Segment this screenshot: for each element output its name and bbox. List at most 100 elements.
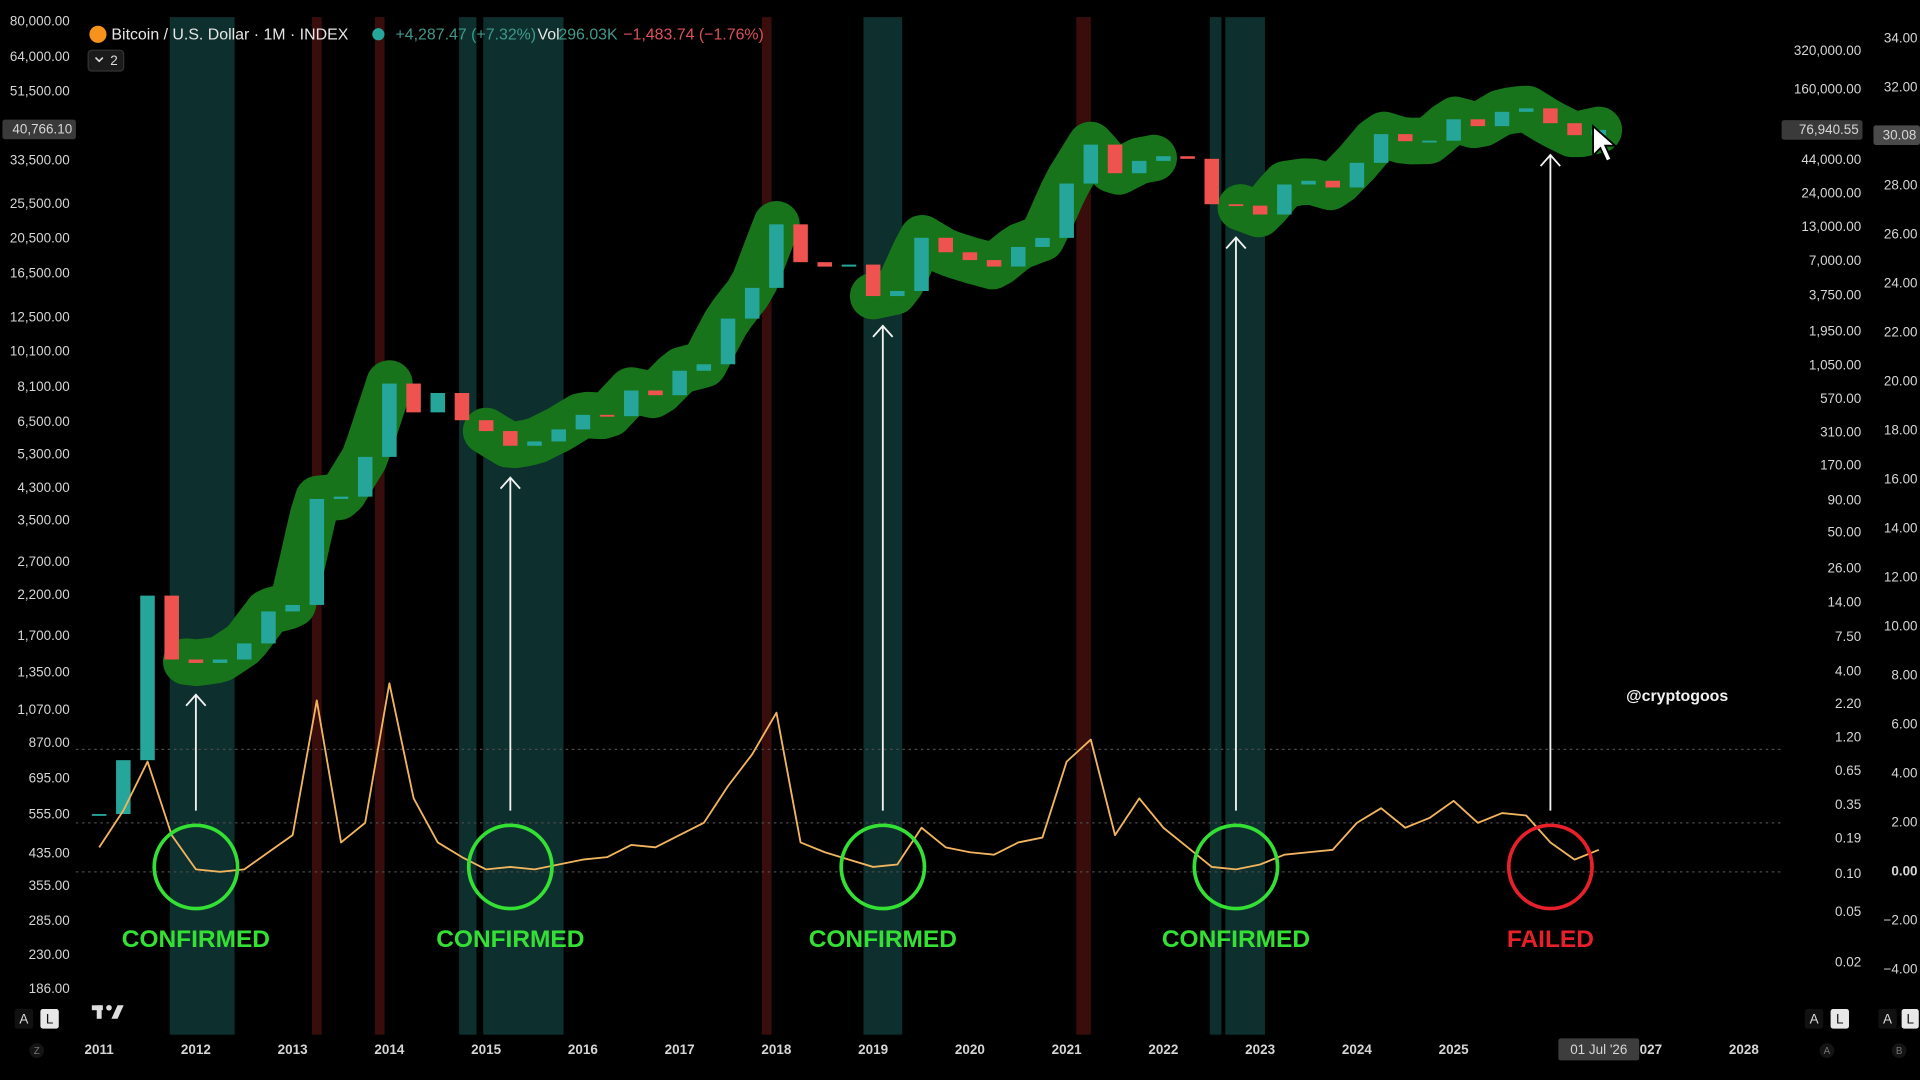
crosshair-label: 01 Jul '26 [1570, 1042, 1627, 1057]
y3-tick-label: 12.00 [1884, 570, 1918, 585]
candle [841, 264, 857, 267]
y3-tick-label: 16.00 [1884, 472, 1918, 487]
button[interactable] [14, 1008, 34, 1029]
y2-tick-label: 14.00 [1828, 595, 1862, 610]
y2-tick-label: 310.00 [1820, 424, 1861, 439]
candle [1422, 140, 1437, 143]
arrow-head [185, 693, 207, 707]
corner-button[interactable] [1819, 1043, 1835, 1058]
candle [1083, 144, 1099, 184]
candle [1373, 134, 1389, 163]
y-tick-label: 16,500.00 [10, 265, 70, 280]
y2-tick-label: 50.00 [1828, 525, 1862, 540]
candle [914, 237, 929, 291]
indicator-toggle[interactable] [87, 49, 125, 72]
candle [406, 383, 421, 413]
candle [865, 264, 881, 297]
y3-tick-label: 2.00 [1891, 814, 1917, 829]
candle [672, 370, 687, 396]
signal-zone [1209, 17, 1222, 1035]
button[interactable] [1901, 1008, 1919, 1029]
button-label: A [1810, 1012, 1819, 1027]
corner-button[interactable] [1891, 1043, 1907, 1058]
x-tick-label: 2015 [471, 1042, 501, 1057]
tv-logo [91, 1004, 124, 1019]
plot [91, 108, 1607, 873]
y3-tick-label: −2.00 [1884, 912, 1918, 927]
candle [720, 318, 736, 365]
x-tick-label: 2012 [181, 1042, 211, 1057]
y2-tick-label: 7.50 [1835, 629, 1861, 644]
highlight-stroke [1217, 85, 1623, 238]
y-tick-label: 870.00 [29, 735, 70, 750]
y3-tick-label: 14.00 [1884, 521, 1918, 536]
signal-zone [169, 17, 235, 1035]
annotation-circle [1192, 823, 1280, 911]
axes: 80,000.00 64,000.00 51,500.00 33,500.00 25,5… [10, 13, 1918, 1057]
y2-tick-label: 0.19 [1835, 831, 1861, 846]
button-label: A [1883, 1012, 1892, 1027]
y3-tick-label: 22.00 [1884, 325, 1918, 340]
x-tick-label: 2016 [568, 1042, 598, 1057]
y-tick-label: 1,700.00 [17, 628, 69, 643]
button[interactable] [1804, 1008, 1824, 1029]
y-tick-label: 33,500.00 [10, 152, 70, 167]
annotations: CONFIRMED CONFIRMED CONFIRMED CONFIRMED FAIL… [122, 153, 1594, 953]
y2-tick-label: 0.10 [1835, 866, 1861, 881]
oscillator-line [98, 682, 1600, 873]
candle [454, 393, 470, 421]
x-tick-label: 2028 [1729, 1042, 1759, 1057]
y-tick-label: 4,300.00 [17, 480, 69, 495]
y-tick-label: 230.00 [29, 947, 70, 962]
y-tick-label: 80,000.00 [10, 13, 70, 28]
candle [478, 420, 494, 432]
y2-tick-label: 570.00 [1820, 391, 1861, 406]
x-tick-label: 2023 [1245, 1042, 1275, 1057]
candle [1470, 119, 1486, 127]
logo-part [96, 1005, 102, 1019]
last-value-box [2, 119, 76, 140]
candle [116, 760, 131, 815]
x-tick-label: 2017 [665, 1042, 695, 1057]
y2-tick-label: 0.02 [1835, 954, 1861, 969]
candle [962, 252, 978, 261]
candle [1011, 246, 1026, 267]
annotation-circle [466, 823, 554, 911]
candle [1228, 204, 1244, 207]
y-tick-label: 5,300.00 [17, 446, 69, 461]
y-tick-label: 435.00 [29, 845, 70, 860]
symbol-title[interactable]: Bitcoin / U.S. Dollar · 1M · INDEX [111, 27, 348, 44]
x-tick-label: 2018 [761, 1042, 791, 1057]
signal-zone [374, 17, 385, 1035]
annotation-label: CONFIRMED [436, 926, 584, 953]
button[interactable] [1830, 1008, 1849, 1029]
y2-tick-label: 1,950.00 [1809, 323, 1861, 338]
button[interactable] [1878, 1008, 1897, 1029]
annotation-circle [152, 823, 240, 911]
y2-tick-label: 3,750.00 [1809, 287, 1861, 302]
change: +4,287.47 (+7.32%) [396, 27, 537, 44]
candle [1543, 108, 1558, 124]
candle [1180, 156, 1195, 159]
y-tick-label: 355.00 [29, 878, 70, 893]
candle [551, 429, 566, 442]
crosshair-box [1558, 1038, 1640, 1061]
candle [1567, 123, 1582, 136]
watermark: @cryptogoos [1626, 688, 1728, 705]
y2-tick-label: 2.20 [1835, 696, 1861, 711]
corner-button[interactable] [29, 1043, 45, 1058]
candle [333, 496, 349, 499]
button[interactable] [40, 1008, 59, 1029]
candle [1398, 134, 1413, 142]
button-label: A [19, 1012, 28, 1027]
y2-tick-label: 160,000.00 [1794, 81, 1861, 96]
y2-tick-label: 7,000.00 [1809, 253, 1861, 268]
y-tick-label: 25,500.00 [10, 196, 70, 211]
last-value-label: 40,766.10 [12, 122, 72, 137]
candle [793, 224, 808, 263]
x-tick-label: 2021 [1052, 1042, 1082, 1057]
candle [1494, 111, 1510, 127]
candle [938, 237, 953, 253]
button-label: L [1836, 1012, 1844, 1027]
